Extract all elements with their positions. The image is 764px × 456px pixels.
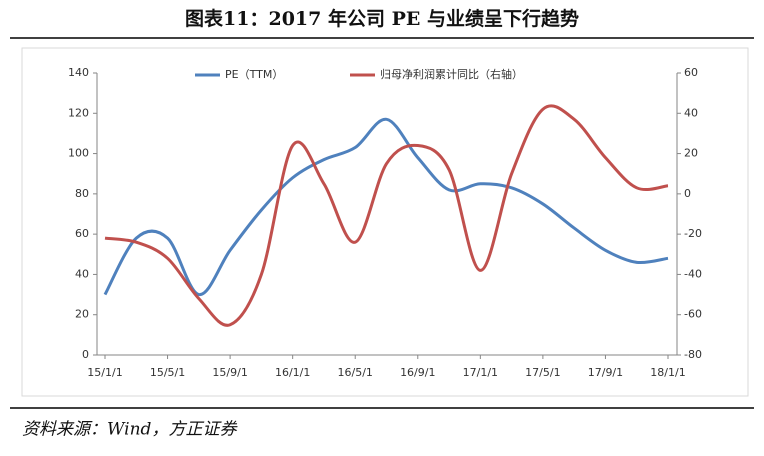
y2-tick-label: -40	[684, 267, 702, 280]
x-tick-label: 16/1/1	[275, 366, 310, 379]
y-tick-label: 20	[75, 308, 89, 321]
chart-border	[21, 47, 749, 397]
x-tick-label: 15/9/1	[212, 366, 247, 379]
y-tick-label: 80	[75, 187, 89, 200]
y-tick-label: 120	[68, 106, 89, 119]
series-line	[104, 104, 669, 327]
y2-tick-label: 20	[684, 147, 698, 160]
y-tick-label: 40	[75, 267, 89, 280]
chart-title: 图表11：2017 年公司 PE 与业绩呈下行趋势	[185, 7, 579, 30]
x-tick-label: 16/9/1	[400, 366, 435, 379]
x-tick-label: 17/1/1	[463, 366, 498, 379]
x-tick-label: 18/1/1	[650, 366, 685, 379]
y-tick-label: 140	[68, 66, 89, 79]
source-note: 资料来源：Wind，方正证券	[22, 420, 238, 440]
x-tick-label: 17/5/1	[525, 366, 560, 379]
legend-label: PE（TTM）	[225, 68, 283, 81]
x-tick-label: 15/1/1	[87, 366, 122, 379]
y2-tick-label: -20	[684, 227, 702, 240]
y-tick-label: 100	[68, 147, 89, 160]
y2-tick-label: 40	[684, 106, 698, 119]
y2-tick-label: -60	[684, 308, 702, 321]
x-tick-label: 17/9/1	[588, 366, 623, 379]
x-tick-label: 16/5/1	[338, 366, 373, 379]
y-tick-label: 60	[75, 227, 89, 240]
y-tick-label: 0	[82, 348, 89, 361]
series-line	[103, 117, 669, 297]
legend-label: 归母净利润累计同比（右轴）	[380, 67, 523, 81]
x-tick-label: 15/5/1	[150, 366, 185, 379]
y2-tick-label: 0	[684, 187, 691, 200]
y2-tick-label: 60	[684, 66, 698, 79]
y2-tick-label: -80	[684, 348, 702, 361]
